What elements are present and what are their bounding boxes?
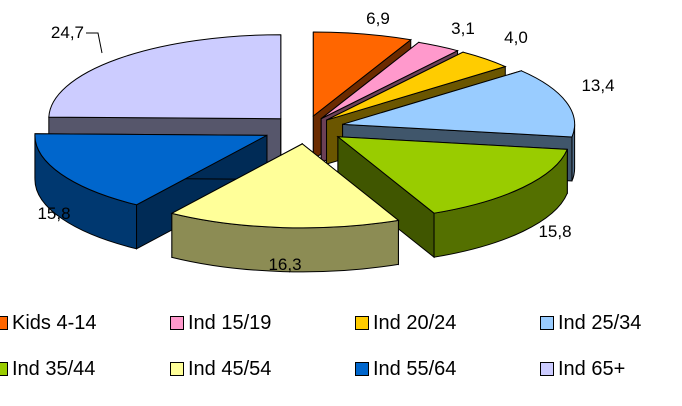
legend-item-ind-45-54: Ind 45/54 [170, 356, 271, 382]
legend-swatch-ind-55-64 [355, 362, 369, 376]
legend-label: Ind 15/19 [188, 311, 272, 334]
legend-item-ind-15-19: Ind 15/19 [170, 310, 271, 336]
legend-swatch-ind-35-44 [0, 362, 8, 376]
leader-line [86, 32, 103, 54]
legend-item-ind-35-44: Ind 35/44 [0, 356, 95, 382]
data-label-kids-4-14: 6,9 [366, 9, 390, 28]
pie-slice-ind-45-54 [170, 142, 400, 273]
legend-swatch-ind-20-24 [355, 316, 369, 330]
legend-swatch-ind-15-19 [170, 316, 184, 330]
pie-slice-ind-55-64 [34, 133, 268, 250]
data-label-ind-20-24: 4,0 [504, 28, 528, 47]
slice-top [342, 70, 576, 138]
legend-swatch-ind-45-54 [170, 362, 184, 376]
legend-label: Ind 25/34 [558, 311, 642, 334]
legend-item-kids-4-14: Kids 4-14 [0, 310, 97, 336]
slice-top [320, 41, 459, 120]
legend-swatch-ind-25-34 [540, 316, 554, 330]
data-label-ind-65-plus: 24,7 [51, 23, 84, 42]
slice-top [326, 51, 507, 121]
data-label-ind-45-54: 16,3 [268, 255, 301, 274]
slice-top [48, 34, 282, 120]
legend-label: Ind 45/54 [188, 357, 272, 380]
data-label-ind-55-64: 15,8 [37, 204, 70, 223]
legend-item-ind-25-34: Ind 25/34 [540, 310, 641, 336]
pie-chart: 6,9 3,1 4,0 13,4 15,8 16,3 15,8 24,7 [34, 9, 615, 274]
legend-label: Ind 35/44 [12, 357, 96, 380]
data-label-ind-15-19: 3,1 [451, 19, 475, 38]
legend-label: Ind 20/24 [373, 311, 457, 334]
slice-top [312, 31, 412, 118]
legend-item-ind-20-24: Ind 20/24 [355, 310, 456, 336]
data-label-ind-35-44: 15,8 [538, 222, 571, 241]
legend-label: Ind 55/64 [373, 357, 457, 380]
slice-top [336, 136, 569, 214]
data-label-ind-25-34: 13,4 [581, 76, 614, 95]
legend-item-ind-65-plus: Ind 65+ [540, 356, 625, 382]
pie-slice-ind-35-44 [336, 135, 569, 259]
legend-label: Ind 65+ [558, 357, 626, 380]
legend-item-ind-55-64: Ind 55/64 [355, 356, 456, 382]
legend-swatch-kids-4-14 [0, 316, 8, 330]
slice-top [34, 133, 268, 206]
slice-top [170, 143, 400, 229]
legend-label: Kids 4-14 [12, 311, 97, 334]
legend-swatch-ind-65-plus [540, 362, 554, 376]
legend: Kids 4-14 Ind 15/19 Ind 20/24 Ind 25/34 … [0, 300, 682, 406]
